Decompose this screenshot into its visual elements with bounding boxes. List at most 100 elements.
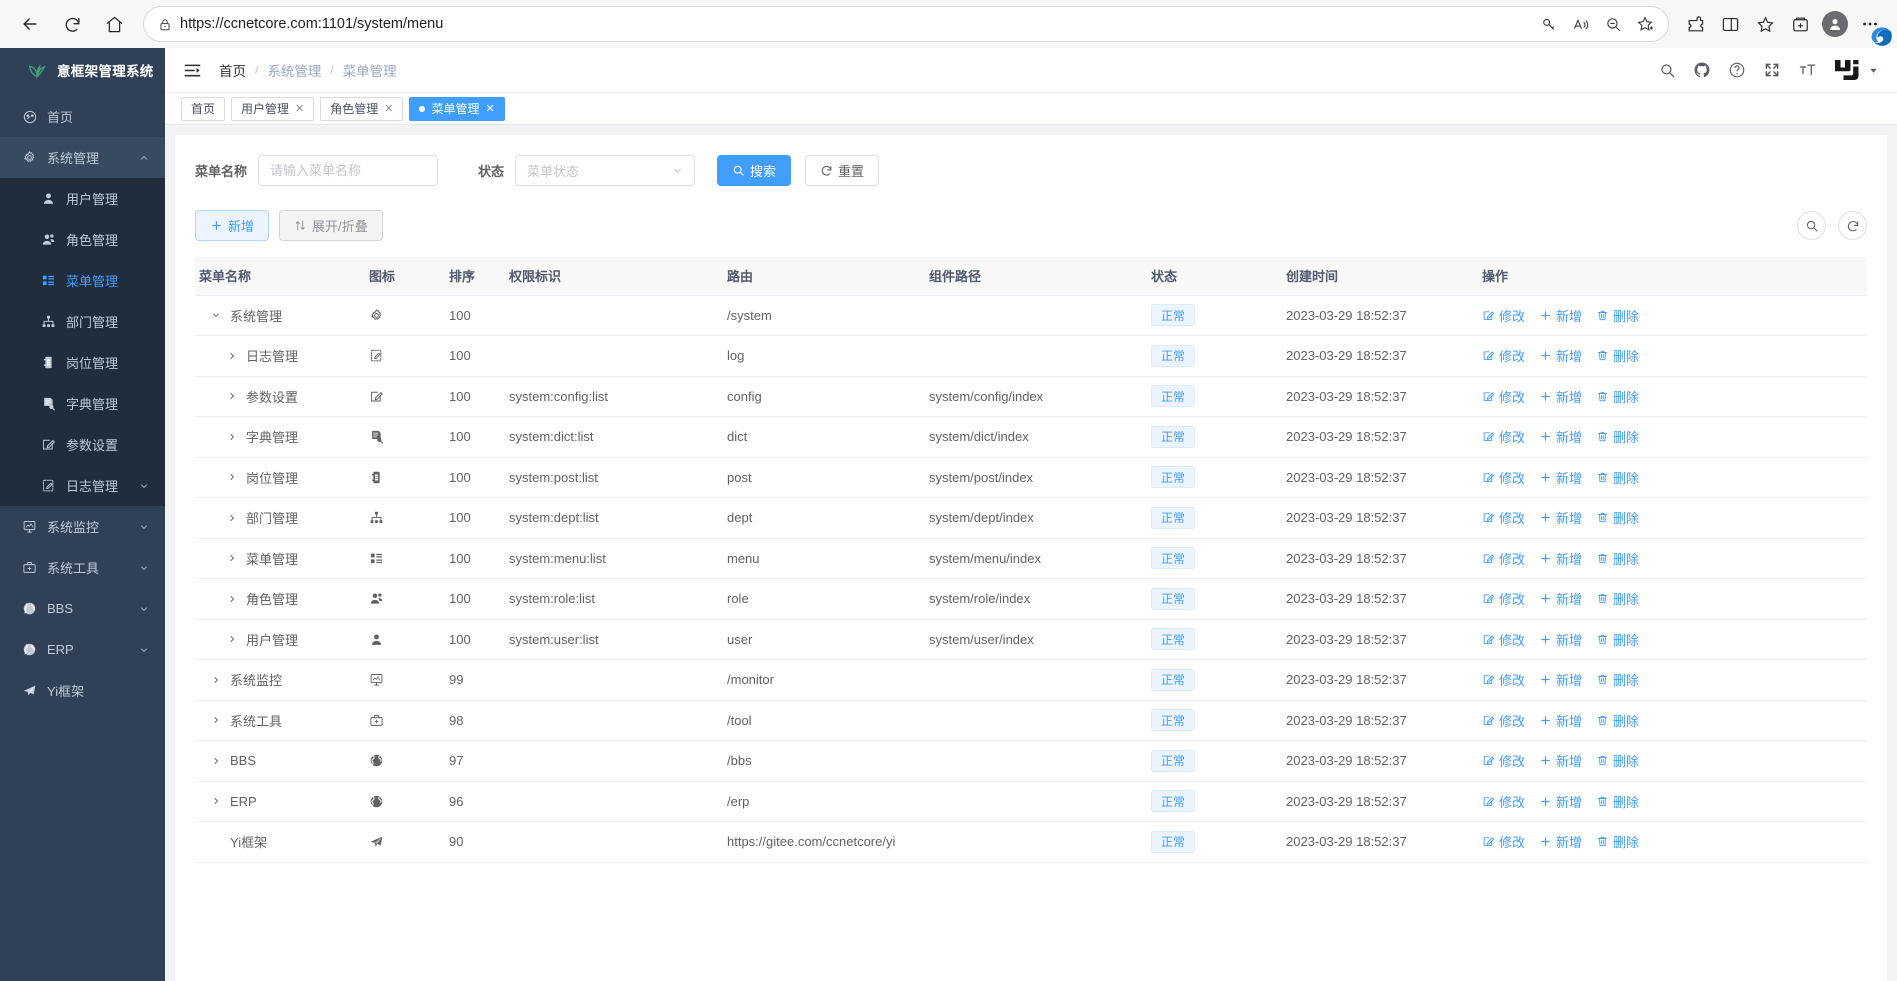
table-row[interactable]: 菜单管理 100 system:menu:list menu system/menu/i… (195, 538, 1867, 579)
edit-action[interactable]: 修改 (1482, 832, 1525, 851)
split-screen-icon[interactable] (1713, 7, 1747, 41)
edit-action[interactable]: 修改 (1482, 751, 1525, 770)
table-row[interactable]: 系统监控 99/monitor 正常 2023-03-29 18:52:37 修改 新增 删… (195, 659, 1867, 701)
add-child-action[interactable]: 新增 (1539, 670, 1582, 689)
tree-expand-caret[interactable] (209, 310, 223, 320)
add-child-action[interactable]: 新增 (1539, 468, 1582, 487)
edit-action[interactable]: 修改 (1482, 670, 1525, 689)
extensions-icon[interactable] (1678, 7, 1712, 41)
sidebar-item-系统管理[interactable]: 系统管理 (0, 137, 165, 178)
edit-action[interactable]: 修改 (1482, 508, 1525, 527)
table-row[interactable]: 岗位管理 100 system:post:list post system/post/i… (195, 457, 1867, 498)
add-child-action[interactable]: 新增 (1539, 589, 1582, 608)
tree-expand-caret[interactable] (225, 634, 239, 644)
sidebar-item-yi框架[interactable]: Yi框架 (0, 670, 165, 711)
add-child-action[interactable]: 新增 (1539, 792, 1582, 811)
back-button[interactable] (10, 6, 50, 42)
table-row[interactable]: 用户管理 100 system:user:list user system/user/i… (195, 619, 1867, 660)
delete-action[interactable]: 删除 (1596, 589, 1639, 608)
edit-action[interactable]: 修改 (1482, 792, 1525, 811)
add-child-action[interactable]: 新增 (1539, 751, 1582, 770)
sidebar-item-岗位管理[interactable]: 岗位管理 (0, 342, 165, 383)
add-child-action[interactable]: 新增 (1539, 387, 1582, 406)
help-circle-icon[interactable] (1728, 61, 1746, 79)
sidebar-item-参数设置[interactable]: 参数设置 (0, 424, 165, 465)
tree-expand-caret[interactable] (209, 675, 223, 685)
close-icon[interactable]: ✕ (295, 103, 305, 115)
table-row[interactable]: ERP 96/erp 正常 2023-03-29 18:52:37 修改 新增 删除 (195, 781, 1867, 822)
more-options-icon[interactable] (1853, 7, 1887, 41)
status-select[interactable]: 菜单状态 (515, 154, 696, 186)
menu-name-input[interactable] (258, 154, 439, 186)
fullscreen-icon[interactable] (1763, 61, 1781, 79)
tree-expand-caret[interactable] (209, 715, 223, 725)
add-child-action[interactable]: 新增 (1539, 711, 1582, 730)
edit-action[interactable]: 修改 (1482, 306, 1525, 325)
table-row[interactable]: BBS 97/bbs 正常 2023-03-29 18:52:37 修改 新增 删除 (195, 740, 1867, 782)
home-button[interactable] (94, 6, 134, 42)
table-row[interactable]: 角色管理 100 system:role:list role system/role/i… (195, 578, 1867, 620)
github-icon[interactable] (1693, 61, 1711, 79)
read-aloud-icon[interactable] (1566, 10, 1596, 38)
edit-action[interactable]: 修改 (1482, 549, 1525, 568)
sidebar-item-部门管理[interactable]: 部门管理 (0, 301, 165, 342)
sidebar-item-日志管理[interactable]: 日志管理 (0, 465, 165, 506)
sidebar-item-erp[interactable]: ERP (0, 629, 165, 670)
tree-expand-caret[interactable] (225, 472, 239, 482)
add-child-action[interactable]: 新增 (1539, 508, 1582, 527)
add-favorite-icon[interactable] (1630, 10, 1660, 38)
page-tab-首页[interactable]: 首页 (181, 96, 226, 121)
add-button[interactable]: 新增 (195, 210, 270, 241)
add-child-action[interactable]: 新增 (1539, 346, 1582, 365)
search-button[interactable]: 搜索 (717, 154, 792, 186)
table-row[interactable]: 参数设置 100 system:config:list config system/co… (195, 376, 1867, 417)
add-child-action[interactable]: 新增 (1539, 427, 1582, 446)
tree-expand-caret[interactable] (209, 796, 223, 806)
close-icon[interactable]: ✕ (485, 103, 495, 115)
tree-expand-caret[interactable] (225, 553, 239, 563)
delete-action[interactable]: 删除 (1596, 427, 1639, 446)
sidebar-item-菜单管理[interactable]: 菜单管理 (0, 260, 165, 301)
delete-action[interactable]: 删除 (1596, 751, 1639, 770)
refresh-icon[interactable] (1838, 211, 1867, 240)
add-child-action[interactable]: 新增 (1539, 549, 1582, 568)
table-row[interactable]: 系统管理 100/system 正常 2023-03-29 18:52:37 修改 新增 删… (195, 295, 1867, 336)
delete-action[interactable]: 删除 (1596, 630, 1639, 649)
sidebar-item-系统监控[interactable]: 系统监控 (0, 506, 165, 547)
tree-expand-caret[interactable] (225, 594, 239, 604)
delete-action[interactable]: 删除 (1596, 387, 1639, 406)
page-tab-角色管理[interactable]: 角色管理 ✕ (320, 96, 404, 121)
add-child-action[interactable]: 新增 (1539, 306, 1582, 325)
delete-action[interactable]: 删除 (1596, 711, 1639, 730)
search-icon[interactable] (1797, 211, 1826, 240)
font-size-icon[interactable] (1798, 61, 1817, 79)
add-child-action[interactable]: 新增 (1539, 832, 1582, 851)
sidebar-item-字典管理[interactable]: 字典管理 (0, 383, 165, 424)
delete-action[interactable]: 删除 (1596, 468, 1639, 487)
tree-expand-caret[interactable] (225, 513, 239, 523)
address-bar[interactable]: https://ccnetcore.com:1101/system/menu (144, 7, 1668, 41)
tree-expand-caret[interactable] (225, 432, 239, 442)
sidebar-item-首页[interactable]: 首页 (0, 96, 165, 137)
collections-icon[interactable] (1783, 7, 1817, 41)
page-tab-用户管理[interactable]: 用户管理 ✕ (231, 96, 315, 121)
table-row[interactable]: Yi框架 90 https://gitee.com/ccnetcore/yi 正常 20… (195, 821, 1867, 863)
favorites-icon[interactable] (1748, 7, 1782, 41)
table-row[interactable]: 系统工具 98/tool 正常 2023-03-29 18:52:37 修改 新增 删除 (195, 700, 1867, 741)
delete-action[interactable]: 删除 (1596, 549, 1639, 568)
edit-action[interactable]: 修改 (1482, 346, 1525, 365)
profile-avatar[interactable] (1818, 7, 1852, 41)
delete-action[interactable]: 删除 (1596, 306, 1639, 325)
brand-logo-icon[interactable] (1834, 58, 1860, 82)
table-row[interactable]: 日志管理 100 log 正常 2023-03-29 18:52:37 修改 新增 删除 (195, 335, 1867, 377)
sidebar-item-系统工具[interactable]: 系统工具 (0, 547, 165, 588)
edit-action[interactable]: 修改 (1482, 589, 1525, 608)
table-row[interactable]: 部门管理 100 system:dept:list dept system/dept/i… (195, 497, 1867, 539)
sidebar-item-用户管理[interactable]: 用户管理 (0, 178, 165, 219)
add-child-action[interactable]: 新增 (1539, 630, 1582, 649)
page-tab-菜单管理[interactable]: 菜单管理 ✕ (409, 96, 505, 121)
reset-button[interactable]: 重置 (805, 154, 880, 186)
close-icon[interactable]: ✕ (384, 103, 394, 115)
tree-expand-caret[interactable] (225, 351, 239, 361)
sidebar-collapse-icon[interactable] (181, 59, 203, 81)
